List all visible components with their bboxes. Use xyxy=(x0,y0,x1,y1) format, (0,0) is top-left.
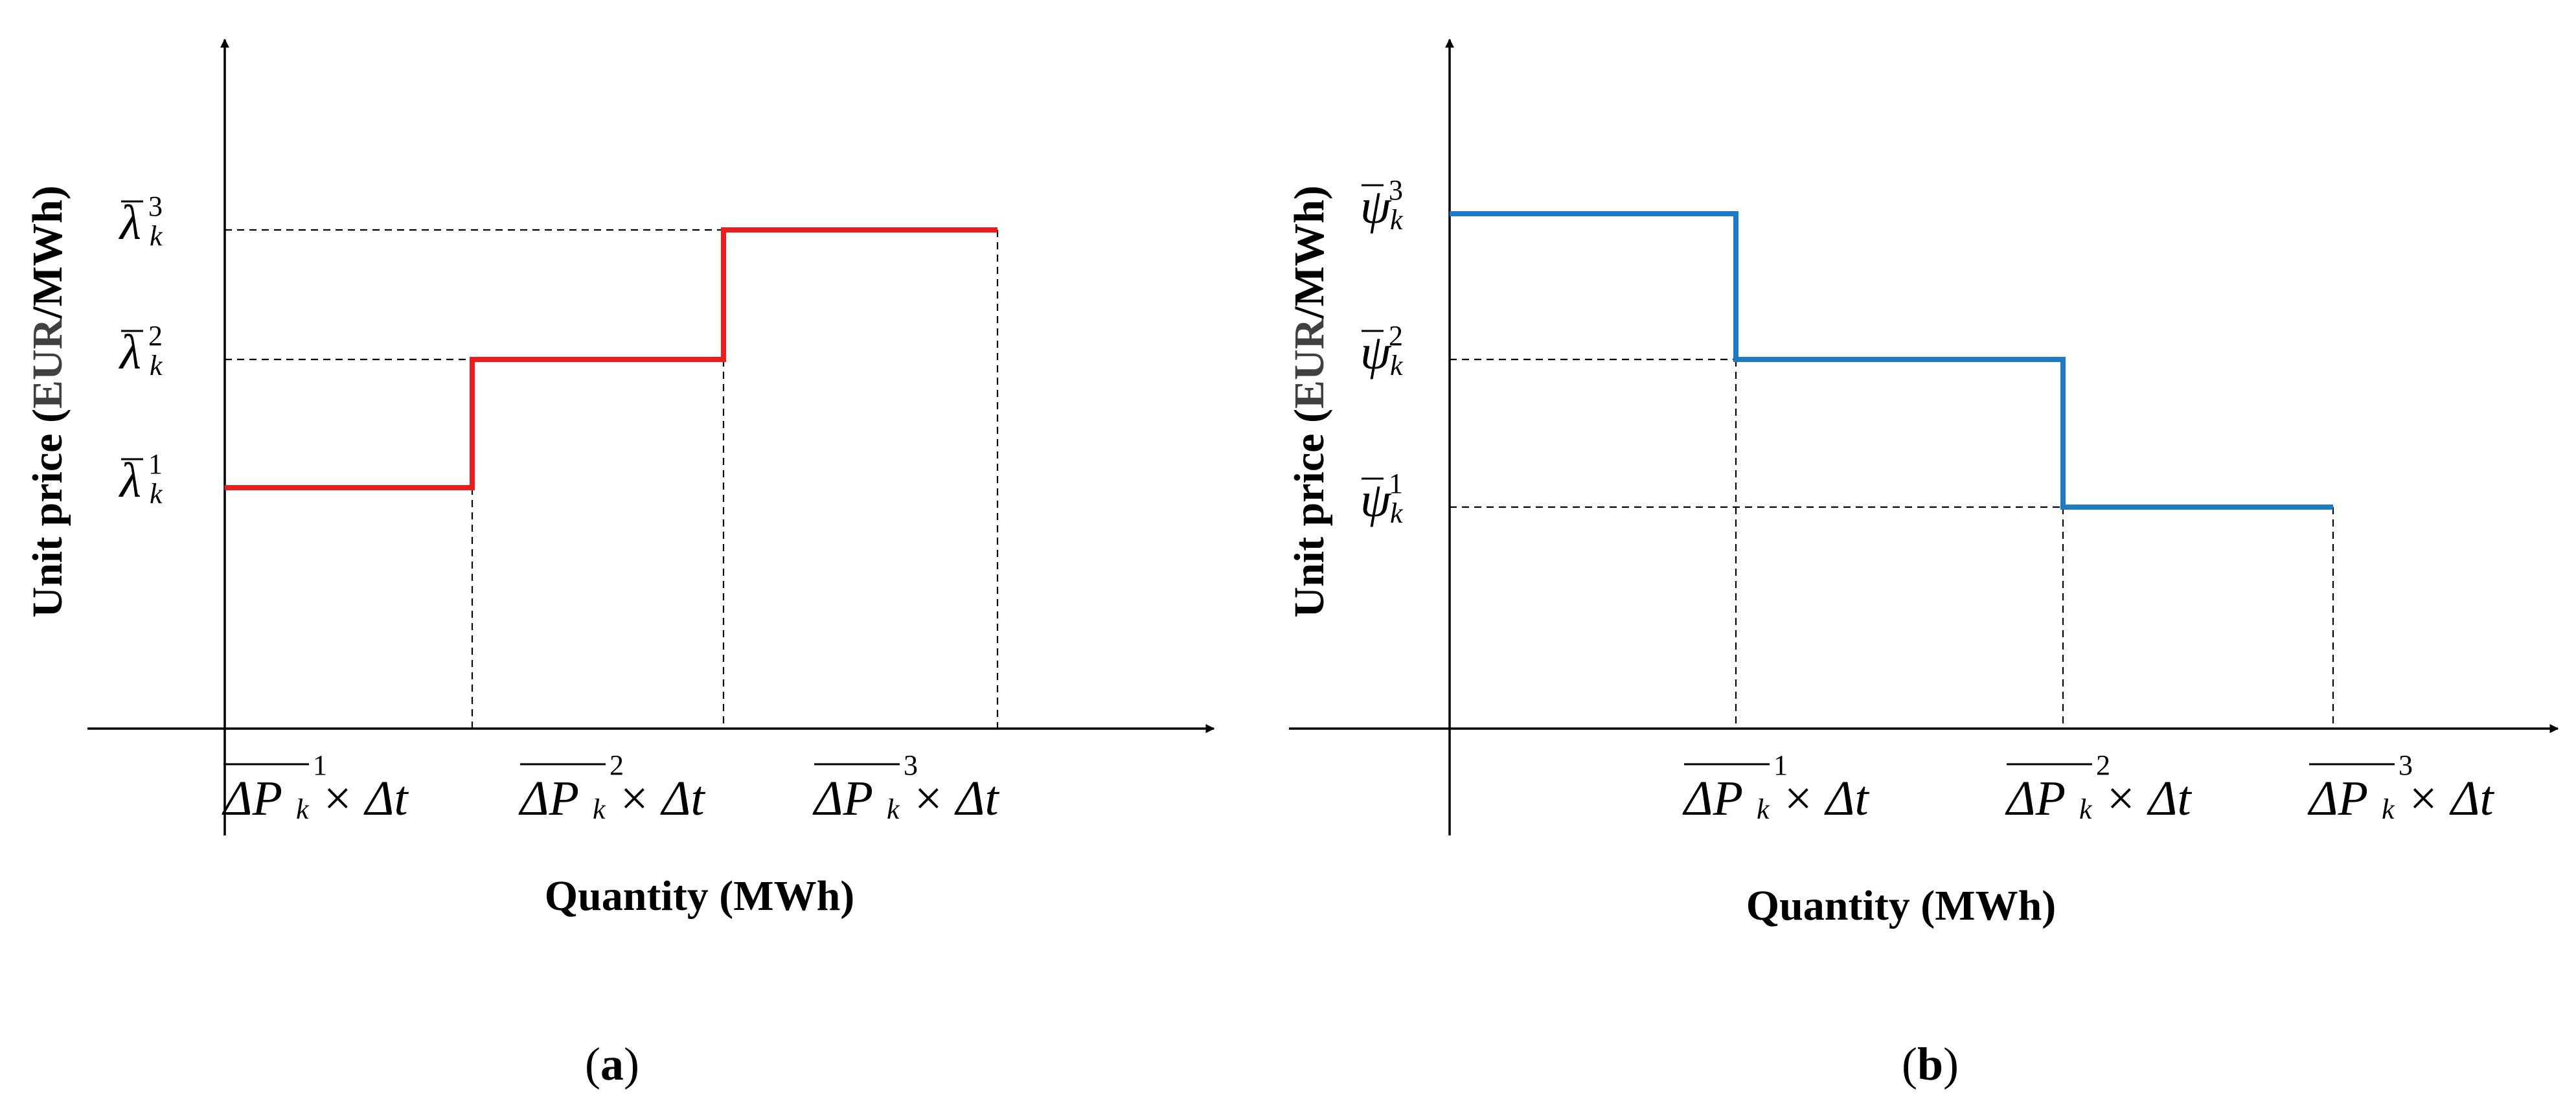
y-tick-symbol: ψ xyxy=(1360,179,1392,234)
x-axis-title: Quantity (MWh) xyxy=(545,872,855,920)
y-tick-label-1: ψ1k xyxy=(1360,468,1404,529)
y-tick-symbol: ψ xyxy=(1360,325,1392,380)
panel-caption-part: ( xyxy=(585,1038,600,1090)
x-tick-superscript: 2 xyxy=(610,749,624,781)
x-tick-tail: × Δt xyxy=(1781,771,1870,826)
y-axis-title: Unit price (EUR/MWh) xyxy=(24,185,71,617)
y-tick-symbol: λ xyxy=(119,325,141,380)
y-tick-subscript: k xyxy=(150,350,163,381)
y-tick-subscript: k xyxy=(1390,497,1404,529)
panel-caption: (a) xyxy=(585,1038,639,1090)
panel-caption-part: ) xyxy=(624,1038,639,1090)
panel-a-step-chart: Unit price (EUR/MWh)Quantity (MWh)λ 1kλ 2k… xyxy=(24,38,1215,1090)
panel-caption-part: ) xyxy=(1943,1038,1959,1090)
x-tick-label-3: ΔP 3k × Δt xyxy=(812,749,1000,826)
x-tick-subscript: k xyxy=(2079,793,2093,825)
y-tick-label-2: ψ2k xyxy=(1360,320,1404,381)
x-tick-subscript: k xyxy=(887,793,900,825)
x-tick-main: ΔP xyxy=(812,771,873,826)
step-series-line xyxy=(225,227,997,490)
panel-caption: (b) xyxy=(1902,1038,1959,1090)
y-tick-label-3: λ 3k xyxy=(119,190,163,252)
x-tick-superscript: 1 xyxy=(313,749,327,781)
y-tick-superscript: 2 xyxy=(1389,320,1403,352)
x-tick-main: ΔP xyxy=(1682,771,1743,826)
x-tick-tail: × Δt xyxy=(617,771,706,826)
y-axis-title: Unit price (EUR/MWh) xyxy=(1286,185,1333,617)
x-tick-main: ΔP xyxy=(222,771,282,826)
y-tick-superscript: 1 xyxy=(1389,468,1403,499)
x-tick-superscript: 1 xyxy=(1773,749,1788,781)
x-tick-tail: × Δt xyxy=(2406,771,2495,826)
y-tick-superscript: 2 xyxy=(148,320,163,352)
y-tick-symbol: ψ xyxy=(1360,473,1392,527)
x-tick-label-1: ΔP 1k × Δt xyxy=(1682,749,1870,826)
y-axis-title-part: Unit price ( xyxy=(1286,409,1333,618)
y-tick-label-3: ψ3k xyxy=(1360,174,1404,236)
y-tick-superscript: 1 xyxy=(148,448,163,480)
y-axis-title-part: EUR xyxy=(24,317,71,409)
y-tick-subscript: k xyxy=(150,220,163,252)
x-tick-label-2: ΔP 2k × Δt xyxy=(2005,749,2193,826)
panel-caption-part: a xyxy=(600,1038,624,1090)
x-tick-subscript: k xyxy=(296,793,310,825)
x-tick-main: ΔP xyxy=(2005,771,2066,826)
x-tick-tail: × Δt xyxy=(911,771,1000,826)
x-axis-title: Quantity (MWh) xyxy=(1746,882,2057,929)
x-tick-tail: × Δt xyxy=(321,771,409,826)
y-tick-subscript: k xyxy=(1390,350,1404,381)
x-tick-main: ΔP xyxy=(518,771,579,826)
y-axis-title-part: Unit price ( xyxy=(24,409,71,618)
x-tick-subscript: k xyxy=(2382,793,2395,825)
x-tick-main: ΔP xyxy=(2307,771,2368,826)
x-tick-label-1: ΔP 1k × Δt xyxy=(222,749,409,826)
panel-caption-part: b xyxy=(1917,1038,1943,1090)
panel-caption-part: ( xyxy=(1902,1038,1917,1090)
y-axis-title-part: /MWh) xyxy=(1286,185,1333,319)
y-axis-title-part: /MWh) xyxy=(24,185,71,319)
x-tick-subscript: k xyxy=(593,793,606,825)
y-tick-label-2: λ 2k xyxy=(119,320,163,381)
y-tick-symbol: λ xyxy=(119,196,141,250)
x-tick-superscript: 3 xyxy=(2399,749,2413,781)
x-tick-tail: × Δt xyxy=(2104,771,2193,826)
y-tick-label-1: λ 1k xyxy=(119,448,163,510)
x-tick-label-2: ΔP 2k × Δt xyxy=(518,749,706,826)
x-tick-label-3: ΔP 3k × Δt xyxy=(2307,749,2495,826)
x-tick-superscript: 3 xyxy=(904,749,918,781)
y-tick-superscript: 3 xyxy=(1389,174,1403,206)
x-tick-subscript: k xyxy=(1757,793,1770,825)
y-tick-symbol: λ xyxy=(119,453,141,508)
x-tick-superscript: 2 xyxy=(2096,749,2110,781)
y-axis-title-part: EUR xyxy=(1286,317,1333,409)
y-tick-subscript: k xyxy=(150,478,163,510)
panel-b-step-chart: Unit price (EUR/MWh)Quantity (MWh)ψ1kψ2k… xyxy=(1286,38,2559,1090)
y-tick-subscript: k xyxy=(1390,204,1404,236)
step-series-line xyxy=(1450,211,2333,510)
y-tick-superscript: 3 xyxy=(148,190,163,222)
